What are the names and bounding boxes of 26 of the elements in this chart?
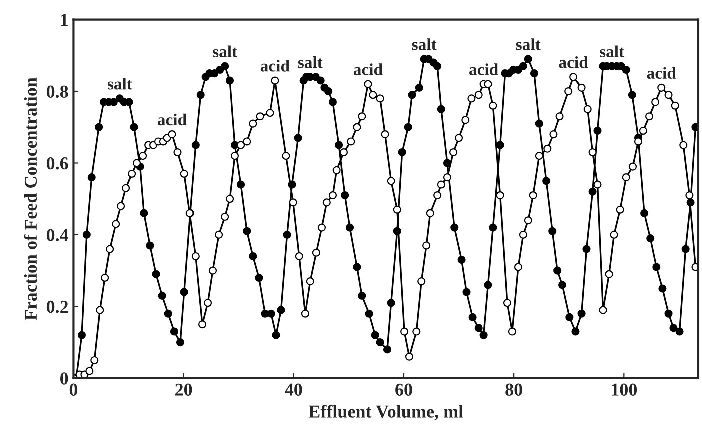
y-axis-title: Fraction of Feed Concentration: [24, 78, 38, 320]
x-tick-label: 80: [506, 384, 522, 396]
annotation: acid: [470, 64, 498, 76]
annotation: salt: [412, 38, 437, 50]
annotation: acid: [559, 56, 588, 68]
y-tick-label: 0: [60, 372, 68, 385]
y-tick-label: 0.2: [46, 300, 68, 314]
annotation: acid: [354, 64, 383, 76]
annotation: salt: [298, 56, 323, 68]
y-tick-label: 0.6: [46, 157, 68, 170]
x-tick-label: 60: [396, 384, 412, 396]
y-tick-label: 0.4: [46, 229, 69, 242]
x-tick-label: 20: [176, 384, 192, 396]
annotation: salt: [213, 46, 238, 58]
x-tick-label: 100: [612, 384, 638, 396]
y-tick-label: 0.8: [46, 86, 68, 98]
x-axis-title: Effluent Volume, ml: [308, 405, 464, 421]
x-tick-label: 0: [70, 384, 78, 396]
x-tick-label: 40: [285, 384, 302, 396]
annotation: salt: [600, 46, 624, 58]
annotation: acid: [647, 67, 676, 79]
y-tick-label: 1: [61, 14, 68, 26]
annotation: acid: [158, 114, 187, 126]
annotation: salt: [516, 38, 541, 50]
annotation: salt: [108, 78, 132, 90]
annotation: acid: [260, 60, 290, 72]
